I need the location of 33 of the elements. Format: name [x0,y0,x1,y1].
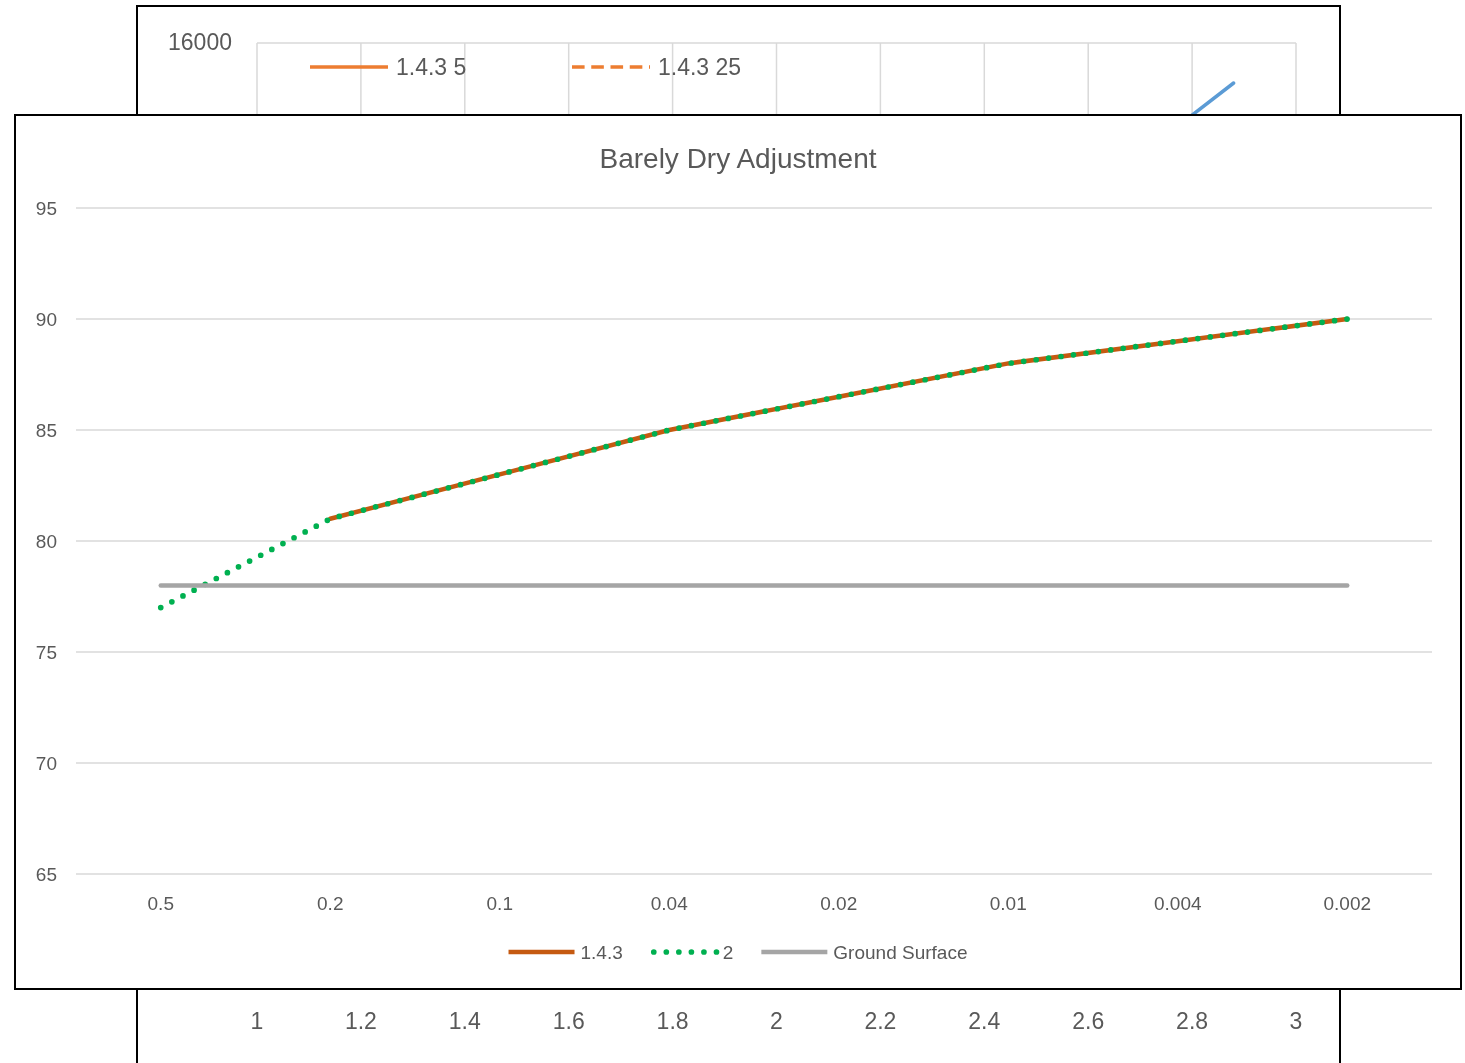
x-tick-label: 2.4 [968,1008,1001,1035]
legend-label: Ground Surface [833,941,968,963]
x-tick-label: 2 [770,1008,783,1035]
x-tick-label: 1.8 [656,1008,689,1035]
x-tick-label: 0.01 [989,892,1027,914]
x-tick-label: 2.6 [1072,1008,1105,1035]
y-tick-label: 75 [35,641,57,663]
chart-title: Barely Dry Adjustment [599,142,877,174]
legend-label: 1.4.3 [580,941,623,963]
x-tick-label: 0.5 [147,892,174,914]
x-tick-label: 1 [250,1008,264,1035]
y-tick-label: 80 [35,530,57,552]
y-tick-label: 65 [35,863,57,885]
y-tick-label: 95 [35,197,57,219]
x-tick-label: 0.04 [650,892,689,914]
x-tick-label: 2.8 [1176,1008,1209,1035]
y-tick-label: 85 [35,419,57,441]
legend-label: 1.4.3 5 [396,54,467,81]
x-tick-label: 2.2 [864,1008,897,1035]
text: 16000 [168,29,232,56]
x-tick-label: 0.002 [1323,892,1372,914]
x-tick-label: 1.6 [552,1008,585,1035]
legend-label: 2 [722,941,734,963]
y-tick-label: 70 [35,752,57,774]
x-tick-label: 3 [1289,1008,1303,1035]
x-tick-label: 0.1 [486,892,513,914]
x-tick-label: 0.2 [317,892,344,914]
y-tick-label: 90 [35,308,57,330]
x-tick-label: 1.2 [344,1008,377,1035]
x-tick-label: 0.02 [820,892,858,914]
legend-label: 1.4.3 25 [658,54,742,81]
x-tick-label: 1.4 [448,1008,481,1035]
x-tick-label: 0.004 [1153,892,1202,914]
